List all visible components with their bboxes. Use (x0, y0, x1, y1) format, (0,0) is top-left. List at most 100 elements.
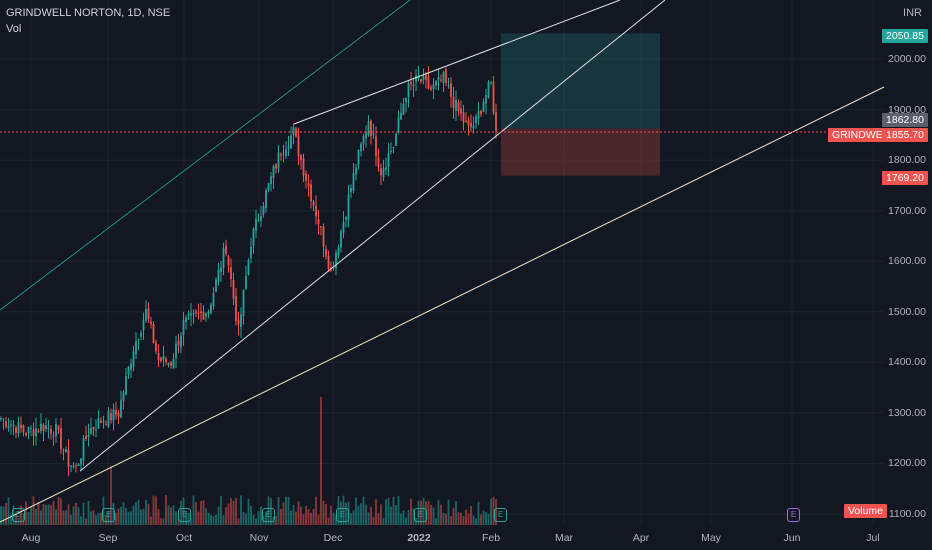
volume-indicator-label[interactable]: Vol (6, 23, 22, 35)
candle-body (415, 75, 417, 82)
volume-bar (162, 518, 165, 525)
y-tick-label: 1100.00 (888, 508, 926, 520)
candle-body (382, 168, 385, 178)
earnings-marker-icon[interactable]: E (494, 508, 507, 522)
candle-body (377, 157, 380, 167)
volume-bar (32, 496, 35, 525)
x-tick-label: Apr (632, 532, 650, 544)
volume-bar (270, 498, 272, 525)
volume-bar (352, 510, 355, 525)
volume-bar (332, 512, 335, 525)
candle-body (312, 201, 315, 206)
candle-body (375, 136, 377, 157)
candle-body (420, 78, 422, 82)
earnings-marker-icon[interactable]: E (414, 508, 427, 522)
volume-bar (435, 518, 437, 525)
volume-bar (200, 501, 202, 525)
volume-bar (410, 498, 412, 525)
volume-bar (397, 495, 400, 525)
candle-body (130, 363, 132, 370)
candle-body (337, 246, 340, 256)
candle-body (277, 152, 280, 169)
candle-body (372, 133, 375, 135)
earnings-marker-icon[interactable]: E (12, 508, 25, 522)
candle-body (345, 217, 347, 220)
candle-body (237, 319, 240, 325)
long-trend-line (0, 86, 885, 523)
earnings-marker-icon[interactable]: E (336, 508, 349, 522)
last-price-tag: 1862.80 (882, 113, 928, 127)
x-tick-label: Jun (783, 532, 801, 544)
candle-body (147, 308, 150, 320)
candle-body (217, 269, 220, 282)
volume-bar (390, 506, 392, 525)
volume-bar (125, 507, 127, 525)
volume-bar (55, 509, 57, 525)
candle-body (170, 362, 172, 366)
volume-bar (405, 517, 407, 525)
volume-bar (412, 508, 415, 525)
volume-bar (452, 507, 455, 525)
candle-body (365, 132, 367, 139)
volume-bar (72, 506, 75, 525)
volume-bar (197, 511, 200, 525)
target-price-tag: 2050.85 (882, 29, 928, 43)
volume-bar (297, 501, 300, 525)
volume-bar (155, 496, 157, 525)
candle-body (220, 267, 222, 273)
candle-body (205, 313, 207, 317)
candle-body (115, 410, 117, 415)
volume-bar (10, 514, 12, 525)
candle-body (495, 112, 497, 131)
candle-body (0, 418, 2, 420)
volume-bar (400, 513, 402, 525)
candle-body (260, 215, 262, 221)
candle-body (272, 166, 275, 179)
earnings-marker-icon[interactable]: E (102, 508, 115, 522)
candle-body (435, 80, 437, 86)
candle-body (185, 317, 187, 323)
candlesticks (0, 66, 497, 477)
volume-bar (442, 512, 445, 525)
stop-zone (501, 128, 660, 176)
candle-body (385, 167, 387, 170)
volume-bar (67, 504, 70, 525)
candle-body (132, 351, 135, 367)
volume-bar (180, 500, 182, 525)
candle-body (455, 99, 457, 111)
candle-body (167, 362, 170, 366)
earnings-marker-icon[interactable]: E (178, 508, 191, 522)
volume-bar (40, 510, 42, 525)
y-tick-label: 1700.00 (888, 204, 926, 217)
volume-bar (447, 499, 450, 525)
volume-bar (122, 502, 125, 525)
volume-bar (92, 509, 95, 525)
candle-body (430, 87, 432, 90)
candle-body (135, 340, 137, 355)
candle-body (125, 376, 127, 395)
support-line (79, 0, 666, 472)
candle-body (190, 313, 192, 316)
earnings-marker-icon[interactable]: E (262, 508, 275, 522)
candle-body (202, 311, 205, 320)
volume-bar (30, 507, 32, 525)
volume-bars (0, 397, 497, 525)
volume-bar (47, 504, 50, 525)
candle-body (180, 335, 182, 348)
volume-bar (187, 512, 190, 525)
earnings-marker-icon[interactable]: E (787, 508, 800, 522)
x-tick-label: Sep (98, 532, 118, 544)
candle-body (407, 83, 410, 97)
volume-bar (62, 510, 65, 525)
volume-bar (372, 517, 375, 525)
currency-label[interactable]: INR (903, 7, 922, 19)
candle-body (412, 84, 415, 86)
volume-bar (287, 496, 290, 525)
volume-bar (375, 499, 377, 525)
volume-bar (240, 495, 242, 525)
y-tick-label: 1300.00 (888, 406, 926, 419)
volume-bar (220, 496, 222, 525)
volume-bar (195, 502, 197, 525)
volume-bar (177, 518, 180, 525)
